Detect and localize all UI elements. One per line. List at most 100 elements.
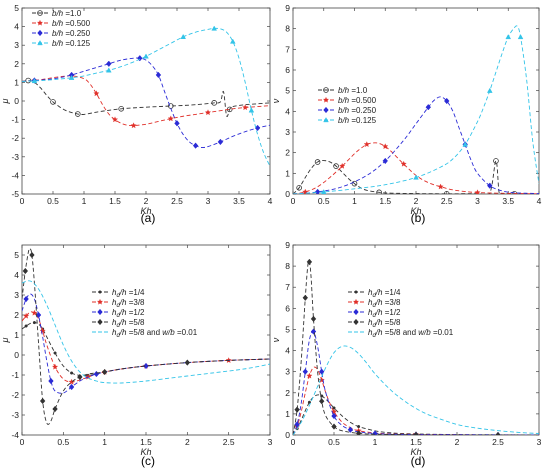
series-group	[293, 258, 539, 435]
data-point	[355, 430, 362, 435]
data-point	[68, 378, 75, 385]
y-tick-label: 5	[285, 86, 290, 96]
series-line	[293, 394, 539, 435]
y-tick-label: 1	[14, 77, 19, 87]
y-tick-label: -4	[11, 430, 19, 440]
y-tick-label: 2	[285, 388, 290, 398]
y-tick-label: 0	[14, 350, 19, 360]
y-tick-label: -3	[11, 410, 19, 420]
data-point	[77, 373, 83, 381]
data-point	[487, 182, 493, 189]
data-point	[174, 120, 180, 127]
series-line	[22, 75, 270, 127]
x-axis-label: Kh	[410, 447, 421, 457]
data-point	[331, 423, 337, 430]
y-tick-label: 1	[285, 409, 290, 419]
data-point	[211, 25, 218, 31]
data-point	[437, 183, 444, 190]
legend: hd/h =1/4hd/h =3/8hd/h =1/2hd/h =5/8hd/h…	[92, 288, 198, 339]
data-point	[495, 431, 501, 435]
data-point	[294, 406, 300, 413]
y-tick-label: 0	[285, 189, 290, 199]
y-tick-label: 3	[14, 40, 19, 50]
data-point	[320, 394, 324, 398]
data-point	[118, 106, 124, 112]
data-point	[111, 116, 119, 123]
legend-label: b/h =1.0	[52, 9, 82, 18]
panel-label: (c)	[141, 454, 155, 468]
data-point	[192, 142, 199, 149]
data-point	[75, 111, 81, 117]
y-tick-label: 4	[14, 22, 19, 32]
data-point	[143, 53, 149, 59]
data-point	[105, 67, 112, 73]
legend-label: hd/h =3/8	[112, 298, 145, 309]
data-point	[505, 34, 512, 40]
x-tick-label: 0	[20, 437, 25, 447]
data-point	[52, 363, 59, 370]
y-tick-label: 3	[285, 367, 290, 377]
legend-swatch-marker	[37, 40, 43, 46]
x-tick-label: 2.5	[441, 196, 453, 206]
data-point	[517, 34, 524, 40]
legend-swatch-marker	[323, 117, 329, 123]
y-tick-label: 5	[285, 324, 290, 334]
data-point	[376, 189, 382, 194]
x-tick-label: 0.5	[47, 196, 59, 206]
x-tick-label: 3	[268, 437, 273, 447]
data-point	[320, 189, 327, 194]
data-point	[310, 315, 317, 323]
data-point	[302, 188, 309, 194]
data-point	[229, 38, 236, 44]
y-tick-label: 3	[14, 290, 19, 300]
data-point	[333, 163, 339, 169]
data-point	[302, 368, 309, 375]
legend-swatch-marker	[353, 318, 359, 326]
y-tick-label: -5	[11, 189, 19, 199]
x-tick-label: 4	[268, 196, 273, 206]
data-point	[310, 328, 317, 335]
data-point	[363, 141, 370, 147]
x-tick-label: 1.5	[379, 196, 391, 206]
legend-swatch-marker	[323, 87, 329, 93]
legend-label: b/h =0.250	[338, 106, 377, 115]
legend-label: b/h =0.500	[52, 19, 91, 28]
data-point	[444, 97, 450, 105]
y-axis-label: ν	[271, 337, 281, 342]
x-tick-label: 1.5	[410, 437, 422, 447]
y-tick-label: 4	[285, 346, 290, 356]
series-line	[22, 80, 270, 117]
x-tick-label: 1	[102, 437, 107, 447]
x-tick-label: 3	[537, 437, 542, 447]
legend-swatch-marker	[354, 290, 358, 294]
x-tick-label: 0	[291, 196, 296, 206]
data-point	[93, 90, 100, 97]
data-point	[48, 377, 54, 385]
y-tick-label: -2	[11, 390, 19, 400]
data-point	[357, 425, 361, 429]
x-tick-label: 2.5	[492, 437, 504, 447]
data-point	[307, 400, 311, 404]
data-point	[31, 77, 38, 84]
data-point	[39, 397, 46, 405]
y-tick-label: 6	[285, 65, 290, 75]
legend-label: hd/h =5/8	[368, 318, 401, 329]
legend-swatch-marker	[36, 19, 44, 26]
data-point	[52, 405, 58, 413]
data-point	[68, 74, 75, 80]
x-tick-label: 1	[352, 196, 357, 206]
x-tick-label: 0.5	[318, 196, 330, 206]
legend: hd/h =1/4hd/h =3/8hd/h =1/2hd/h =5/8hd/h…	[348, 288, 454, 339]
x-tick-label: 1.5	[109, 196, 121, 206]
series-line	[22, 247, 270, 425]
legend-swatch-marker	[37, 10, 43, 16]
data-point	[339, 162, 346, 169]
y-tick-label: 0	[285, 430, 290, 440]
data-point	[50, 99, 56, 105]
legend-swatch-marker	[97, 308, 103, 316]
legend-label: b/h =0.500	[338, 96, 377, 105]
data-point	[296, 185, 302, 191]
